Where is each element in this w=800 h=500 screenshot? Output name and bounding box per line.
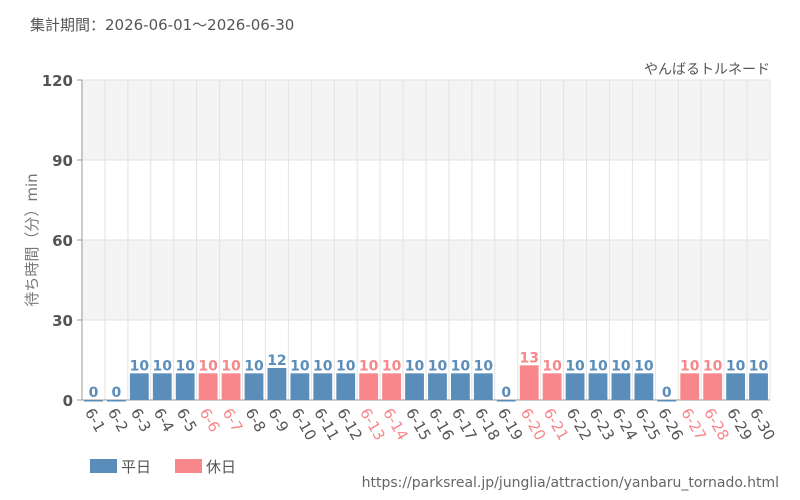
bar: [290, 373, 310, 400]
bar-value-label: 10: [244, 358, 264, 374]
bar-value-label: 10: [153, 358, 173, 374]
bar: [450, 373, 470, 400]
bar-value-label: 10: [130, 358, 150, 374]
bar-value-label: 0: [89, 385, 99, 401]
bar: [680, 373, 700, 400]
bar: [129, 373, 149, 400]
bar-value-label: 10: [542, 358, 562, 374]
bar-value-label: 10: [726, 358, 746, 374]
bar: [405, 373, 424, 400]
bar: [152, 373, 172, 400]
bar-value-label: 10: [611, 358, 631, 374]
bar-value-label: 10: [221, 358, 241, 374]
bar: [267, 368, 287, 400]
bar-value-label: 0: [112, 385, 122, 401]
bar-value-label: 10: [749, 358, 769, 374]
bar-value-label: 10: [451, 358, 471, 374]
bar-value-label: 10: [313, 358, 333, 374]
legend-label-holiday: 休日: [206, 458, 236, 476]
legend-swatch-weekday: [90, 459, 117, 473]
bar: [244, 373, 264, 400]
y-tick-label: 90: [52, 152, 73, 170]
bar-value-label: 13: [519, 350, 538, 366]
bar-value-label: 10: [428, 358, 448, 374]
x-tick-label: 6-8: [242, 405, 270, 435]
x-tick-label: 6-9: [264, 405, 292, 435]
bar-value-label: 0: [662, 385, 672, 401]
bar: [749, 373, 768, 400]
bar: [359, 373, 379, 400]
bar: [313, 373, 333, 400]
bar-value-label: 0: [501, 385, 511, 401]
bar-value-label: 10: [703, 358, 723, 374]
bar-value-label: 12: [267, 353, 286, 369]
x-tick-label: 6-7: [219, 405, 247, 435]
bar: [588, 373, 608, 400]
bar-value-label: 10: [382, 358, 402, 374]
source-url[interactable]: https://parksreal.jp/junglia/attraction/…: [362, 475, 779, 491]
bar: [496, 400, 516, 402]
y-axis-label: 待ち時間（分）min: [23, 173, 41, 306]
bar: [473, 373, 493, 400]
bar-value-label: 10: [359, 358, 379, 374]
bar: [611, 373, 631, 400]
bar: [382, 373, 402, 400]
bar-value-label: 10: [634, 358, 654, 374]
bar: [106, 400, 126, 402]
y-tick-label: 30: [52, 312, 73, 330]
chart-title: やんばるトルネード: [644, 62, 770, 78]
legend: 平日 休日: [90, 458, 236, 476]
bar: [542, 373, 562, 400]
period-label: 集計期間：2026-06-01～2026-06-30: [30, 16, 294, 34]
bar: [198, 373, 218, 400]
y-tick-label: 120: [42, 72, 73, 90]
x-tick-label: 6-6: [196, 405, 224, 435]
bar: [84, 400, 103, 402]
bar: [175, 373, 195, 400]
y-tick-label: 0: [63, 392, 73, 410]
bar-value-label: 10: [175, 358, 195, 374]
bar-value-label: 10: [336, 358, 356, 374]
bar: [221, 373, 241, 400]
bar: [703, 373, 723, 400]
legend-label-weekday: 平日: [121, 458, 151, 476]
bar-value-label: 10: [405, 358, 425, 374]
x-tick-label: 6-2: [104, 405, 132, 435]
bar-value-label: 10: [565, 358, 585, 374]
bar-value-label: 10: [474, 358, 494, 374]
bar-value-label: 10: [680, 358, 700, 374]
y-tick-label: 60: [52, 232, 73, 250]
bar: [634, 373, 654, 400]
bar: [428, 373, 447, 400]
bar: [336, 373, 356, 400]
bar-value-label: 10: [290, 358, 310, 374]
x-tick-label: 6-4: [150, 405, 178, 435]
legend-swatch-holiday: [175, 459, 202, 473]
bar-value-label: 10: [588, 358, 608, 374]
plot-area: 030609012006-106-2106-3106-4106-5106-610…: [42, 72, 779, 443]
bar-value-label: 10: [198, 358, 218, 374]
x-tick-label: 6-3: [127, 405, 155, 435]
bar: [519, 365, 539, 400]
x-tick-label: 6-5: [173, 405, 201, 435]
bar: [726, 373, 746, 400]
bar: [657, 400, 677, 402]
x-tick-label: 6-1: [81, 405, 109, 435]
bar: [565, 373, 585, 400]
